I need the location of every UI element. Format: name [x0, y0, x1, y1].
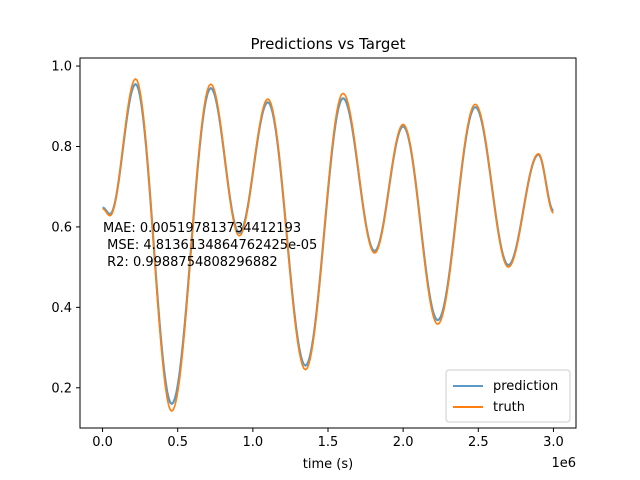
- legend-label-prediction: prediction: [493, 379, 558, 394]
- legend: prediction truth: [445, 369, 571, 423]
- y-tick-label: 0.8: [51, 140, 72, 155]
- y-axis: 0.2 0.4 0.6 0.8 1.0: [51, 60, 80, 396]
- x-tick-label: 1.5: [318, 435, 339, 450]
- x-tick-label: 0.0: [92, 435, 113, 450]
- metrics-annotation: MAE: 0.005197813734412193 MSE: 4.8136134…: [103, 221, 317, 270]
- metrics-annotation-line: MAE: 0.005197813734412193: [103, 221, 301, 236]
- y-tick-label: 1.0: [51, 60, 72, 75]
- series-line-truth: [102, 78, 554, 412]
- series-layer: [101, 78, 554, 412]
- legend-box: [445, 369, 571, 423]
- x-axis-offset-text: 1e6: [551, 456, 576, 471]
- x-tick-label: 0.5: [167, 435, 188, 450]
- metrics-annotation-line: R2: 0.9988754808296882: [103, 255, 278, 270]
- y-tick-label: 0.6: [51, 220, 72, 235]
- x-axis-title: time (s): [303, 457, 353, 472]
- x-tick-label: 2.5: [468, 435, 489, 450]
- legend-label-truth: truth: [493, 400, 525, 415]
- x-tick-label: 3.0: [543, 435, 564, 450]
- x-tick-label: 1.0: [243, 435, 264, 450]
- metrics-annotation-line: MSE: 4.8136134864762425e-05: [103, 238, 317, 253]
- y-tick-label: 0.4: [51, 301, 72, 316]
- y-tick-label: 0.2: [51, 381, 72, 396]
- chart-title: Predictions vs Target: [251, 35, 406, 53]
- x-tick-label: 2.0: [393, 435, 414, 450]
- x-axis: 0.0 0.5 1.0 1.5 2.0 2.5 3.0: [92, 428, 564, 450]
